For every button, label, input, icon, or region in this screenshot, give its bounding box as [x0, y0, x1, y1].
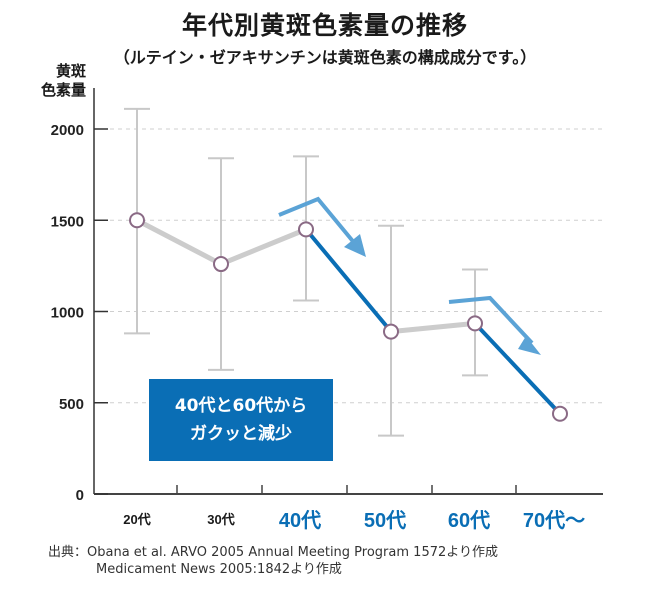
x-tick-label: 30代	[207, 512, 234, 527]
x-tick-label: 20代	[123, 512, 150, 527]
trend-arrow-head	[344, 234, 366, 257]
line-segment	[388, 320, 478, 335]
y-tick-label: 2000	[51, 122, 84, 139]
y-axis-label: 黄斑 色素量	[30, 62, 86, 100]
y-tick-label: 0	[76, 487, 84, 504]
y-tick-label: 500	[59, 396, 84, 413]
data-point	[383, 323, 399, 340]
source-citation: 出典：Obana et al. ARVO 2005 Annual Meeting…	[48, 544, 498, 578]
x-tick-label: 70代〜	[523, 509, 585, 532]
data-point	[129, 212, 145, 229]
data-point	[467, 315, 483, 332]
trend-arrow-shaft	[448, 295, 534, 345]
y-axis-label-line2: 色素量	[40, 81, 86, 99]
chart-title: 年代別黄斑色素量の推移	[181, 11, 468, 40]
data-point	[298, 221, 314, 238]
x-tick-label: 40代	[279, 509, 321, 532]
trend-arrow-head	[518, 336, 541, 355]
data-point	[213, 256, 229, 273]
source-line2: Medicament News 2005:1842より作成	[96, 562, 342, 577]
x-tick-label: 50代	[364, 509, 406, 532]
callout-line2: ガクッと減少	[190, 424, 292, 444]
chart-subtitle: （ルテイン・ゼアキサンチンは黄斑色素の構成成分です。）	[113, 48, 537, 67]
source-line1: 出典：Obana et al. ARVO 2005 Annual Meeting…	[48, 545, 498, 560]
trend-arrow-shaft	[278, 196, 358, 247]
y-axis-label-line1: 黄斑	[55, 62, 86, 80]
line-segment	[134, 217, 224, 267]
y-tick-label: 1500	[51, 213, 84, 230]
decline-line-segment	[304, 227, 393, 334]
decline-line-segment	[473, 321, 562, 416]
callout-line1: 40代と60代から	[174, 396, 308, 416]
annotation-callout: 40代と60代から ガクッと減少	[149, 379, 333, 461]
data-point	[552, 405, 568, 422]
x-tick-label: 60代	[448, 509, 490, 532]
y-tick-label: 1000	[51, 305, 84, 322]
line-segment	[218, 226, 309, 267]
